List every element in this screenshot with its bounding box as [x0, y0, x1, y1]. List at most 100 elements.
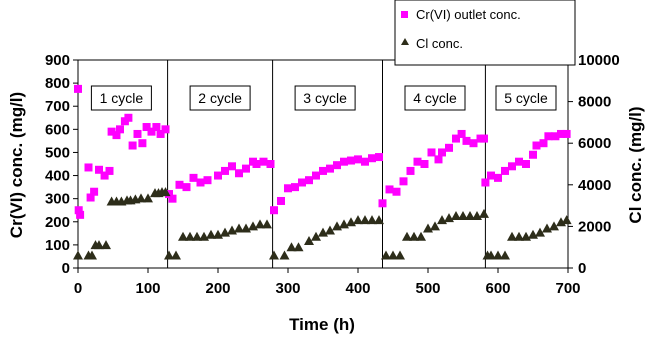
y-tick-label: 700 — [45, 98, 70, 115]
cl-point — [561, 215, 572, 225]
crvi-point — [481, 178, 490, 187]
legend-marker-cl — [401, 38, 409, 45]
crvi-point — [539, 139, 548, 148]
crvi-point — [76, 210, 85, 219]
cl-point — [402, 231, 412, 241]
y2-tick-label: 6000 — [578, 135, 611, 152]
y2-axis-title: Cl conc. (mg/l) — [626, 106, 645, 223]
crvi-point — [413, 157, 422, 166]
y-tick-label: 600 — [45, 121, 70, 138]
y-tick-label: 300 — [45, 191, 70, 208]
y-tick-label: 500 — [45, 144, 70, 161]
crvi-point — [196, 178, 205, 187]
crvi-point — [116, 125, 124, 134]
y-tick-label: 200 — [45, 214, 70, 231]
cycle-label: 4 cycle — [413, 90, 457, 106]
crvi-point — [368, 154, 376, 163]
crvi-point — [74, 84, 82, 93]
crvi-point — [84, 163, 93, 172]
x-tick-label: 200 — [205, 280, 230, 297]
legend-marker-crvi — [401, 11, 408, 18]
cl-point — [279, 250, 290, 260]
cl-point — [416, 231, 426, 241]
cl-point — [160, 187, 171, 197]
y2-tick-label: 2000 — [578, 218, 611, 235]
cl-point — [535, 227, 545, 237]
cycle-label-box — [495, 85, 557, 111]
crvi-point — [161, 125, 170, 134]
x-tick-label: 600 — [485, 280, 510, 297]
crvi-point — [462, 136, 471, 145]
cl-point — [311, 231, 321, 241]
cl-point — [325, 225, 335, 235]
cl-point — [206, 229, 216, 239]
y2-tick-label: 4000 — [578, 177, 611, 194]
cl-point — [465, 211, 475, 220]
crvi-point — [347, 156, 355, 165]
crvi-point — [95, 165, 103, 174]
y-tick-label: 900 — [45, 52, 70, 69]
cl-point — [269, 250, 279, 260]
crvi-point — [156, 129, 165, 138]
crvi-point — [361, 157, 369, 166]
cycle-labels: 1 cycle 2 cycle 3 cycle 4 cycle 5 cycle — [90, 85, 557, 111]
crvi-point — [457, 129, 466, 138]
crvi-point — [284, 184, 292, 193]
crvi-point — [452, 134, 460, 143]
crvi-point — [522, 160, 530, 168]
crvi-point — [319, 166, 327, 175]
cl-point — [507, 231, 517, 241]
cl-point — [388, 250, 398, 260]
cl-point — [185, 231, 195, 241]
cl-point — [374, 215, 384, 225]
crvi-point — [189, 173, 198, 182]
cycle-label: 5 cycle — [504, 90, 548, 106]
crvi-point — [392, 187, 401, 196]
cl-point — [87, 250, 97, 260]
crvi-point — [434, 155, 443, 164]
cl-point — [430, 221, 440, 231]
crvi-point — [298, 178, 306, 187]
crvi-point — [152, 123, 161, 132]
cl-point — [94, 240, 104, 250]
y-axis-title: Cr(VI) conc. (mg/l) — [7, 92, 26, 238]
crvi-point — [529, 150, 537, 159]
crvi-point — [333, 161, 341, 170]
crvi-point — [445, 143, 453, 152]
cl-point — [143, 193, 153, 203]
x-tick-label: 400 — [345, 280, 370, 297]
cycle-label-box — [294, 85, 356, 111]
crvi-point — [305, 176, 313, 185]
cl-point — [549, 221, 559, 231]
crvi-point — [124, 113, 133, 122]
crvi-point — [469, 139, 478, 148]
cycle-label-box — [404, 85, 466, 111]
crvi-point — [138, 139, 147, 148]
crvi-point — [100, 171, 109, 180]
crvi-point — [420, 160, 429, 168]
y2-tick-label: 8000 — [578, 94, 611, 111]
crvi-point — [105, 166, 114, 175]
crvi-point — [133, 129, 142, 138]
y2-tick-label: 10000 — [578, 52, 620, 69]
crvi-point — [508, 162, 516, 171]
crvi-point — [312, 171, 320, 180]
cl-point — [293, 242, 304, 252]
cl-point — [353, 215, 363, 225]
crvi-point — [340, 157, 348, 166]
cl-point — [234, 223, 244, 233]
crvi-point — [235, 169, 243, 178]
crvi-point — [501, 166, 509, 175]
crvi-point — [515, 157, 523, 166]
cl-point — [286, 242, 297, 252]
cl-point — [101, 240, 111, 250]
crvi-point — [266, 160, 275, 168]
crvi-point — [242, 164, 250, 173]
crvi-point — [406, 166, 415, 175]
cl-point — [381, 250, 391, 260]
legend: Cr(VI) outlet conc. Cl conc. — [394, 0, 576, 66]
crvi-point — [438, 148, 446, 157]
x-axis-title: Time (h) — [289, 315, 355, 334]
crvi-point — [326, 164, 334, 173]
